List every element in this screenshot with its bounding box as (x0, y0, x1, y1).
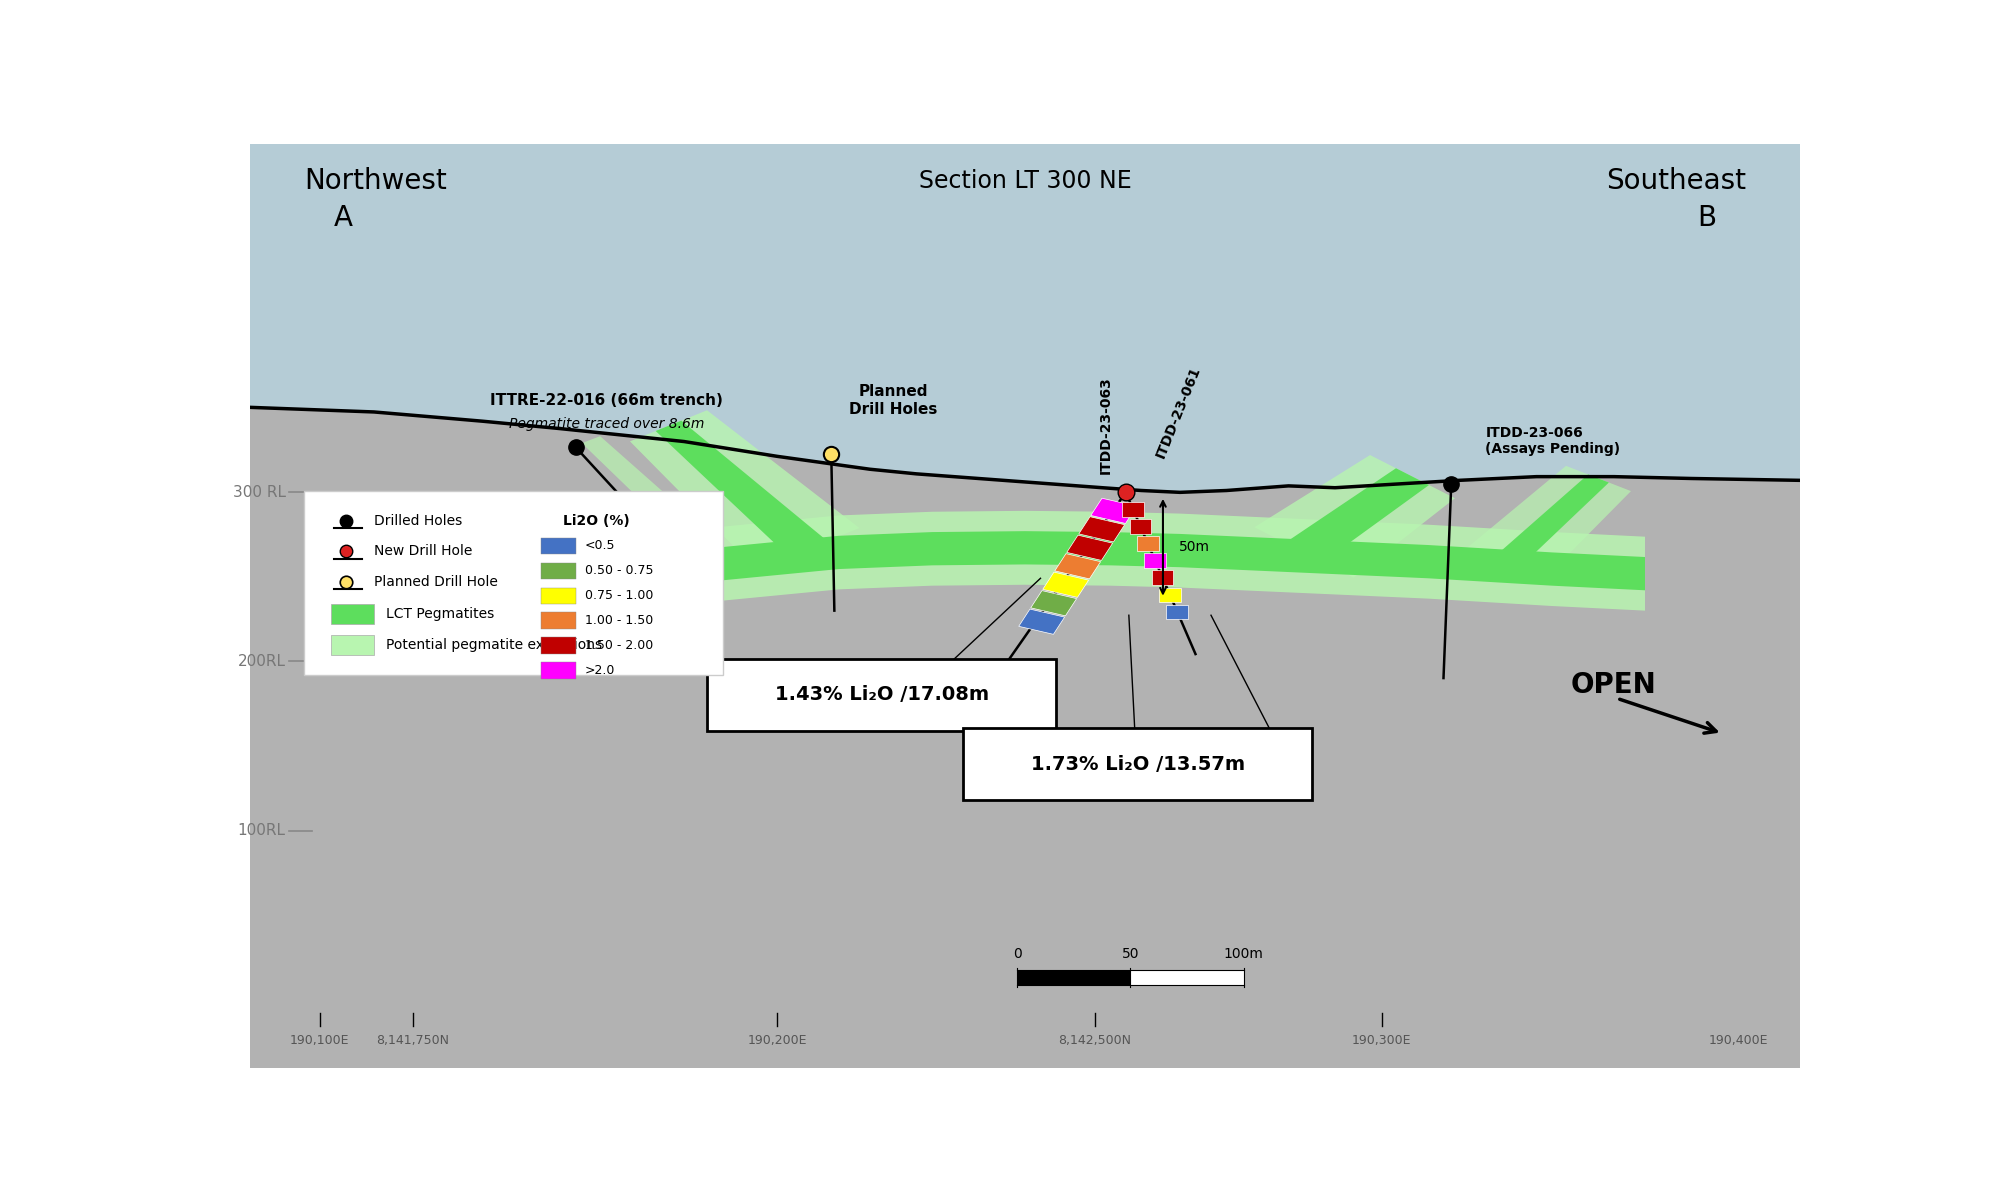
Text: 200RL: 200RL (238, 654, 286, 668)
Text: Northwest: Northwest (304, 167, 448, 194)
Text: Southeast: Southeast (1606, 167, 1746, 194)
Polygon shape (250, 144, 1800, 492)
FancyBboxPatch shape (304, 491, 722, 676)
Text: 190,300E: 190,300E (1352, 1033, 1412, 1046)
Polygon shape (1090, 498, 1136, 523)
Polygon shape (1254, 455, 1454, 577)
Bar (542, 662, 576, 679)
Text: 1.00 - 1.50: 1.00 - 1.50 (584, 614, 654, 628)
Text: 190,400E: 190,400E (1708, 1033, 1768, 1046)
Text: Pegmatite traced over 8.6m: Pegmatite traced over 8.6m (508, 418, 704, 431)
Polygon shape (582, 436, 728, 559)
Text: Drilled Holes: Drilled Holes (374, 514, 462, 528)
Polygon shape (592, 532, 1644, 595)
Bar (1152, 570, 1174, 586)
Text: 50m: 50m (1178, 540, 1210, 554)
Bar (1130, 520, 1152, 534)
Polygon shape (1466, 466, 1630, 578)
Polygon shape (630, 410, 860, 570)
Text: 0.50 - 0.75: 0.50 - 0.75 (584, 564, 654, 577)
Text: 190,200E: 190,200E (748, 1033, 806, 1046)
Bar (542, 563, 576, 580)
Bar (330, 604, 374, 624)
Text: B: B (1698, 204, 1716, 232)
Bar (330, 635, 374, 655)
Text: OPEN: OPEN (1572, 671, 1656, 698)
Bar (1160, 588, 1180, 602)
Text: 190,100E: 190,100E (290, 1033, 350, 1046)
Polygon shape (1030, 590, 1076, 616)
Text: 100m: 100m (1224, 947, 1264, 961)
Text: >2.0: >2.0 (584, 664, 616, 677)
Bar (1144, 553, 1166, 568)
Polygon shape (1492, 474, 1608, 569)
Text: 1.50 - 2.00: 1.50 - 2.00 (584, 640, 654, 653)
Text: 0: 0 (1012, 947, 1022, 961)
Bar (542, 637, 576, 654)
Text: A: A (334, 204, 352, 232)
Text: 50: 50 (1122, 947, 1140, 961)
Polygon shape (1042, 572, 1088, 598)
Polygon shape (250, 407, 1800, 1068)
Polygon shape (1066, 535, 1112, 560)
Bar (1136, 536, 1158, 551)
Text: 8,141,750N: 8,141,750N (376, 1033, 450, 1046)
Polygon shape (1018, 610, 1064, 635)
FancyBboxPatch shape (708, 659, 1056, 731)
Bar (542, 612, 576, 629)
Text: 100RL: 100RL (238, 823, 286, 838)
Bar (250, 144, 1800, 514)
Text: OPEN: OPEN (478, 629, 564, 656)
Text: Planned Drill Hole: Planned Drill Hole (374, 575, 498, 589)
Bar (542, 588, 576, 604)
Polygon shape (592, 511, 1644, 616)
Text: 1.43% Li₂O /17.08m: 1.43% Li₂O /17.08m (776, 685, 990, 704)
Polygon shape (1054, 553, 1100, 578)
Text: Li2O (%): Li2O (%) (564, 514, 630, 528)
Text: 300 RL: 300 RL (232, 485, 286, 500)
FancyBboxPatch shape (964, 728, 1312, 800)
Bar (1130, 970, 1244, 985)
Text: 8,142,500N: 8,142,500N (1058, 1033, 1132, 1046)
Text: ITDD-23-066
(Assays Pending): ITDD-23-066 (Assays Pending) (1486, 426, 1620, 456)
Polygon shape (1286, 468, 1430, 562)
Text: ITDD-23-061: ITDD-23-061 (1154, 364, 1204, 460)
Bar (542, 538, 576, 554)
Text: 0.75 - 1.00: 0.75 - 1.00 (584, 589, 654, 602)
Text: New Drill Hole: New Drill Hole (374, 545, 472, 558)
Bar (1166, 605, 1188, 619)
Text: ITDD-23-063: ITDD-23-063 (1098, 376, 1112, 474)
Text: <0.5: <0.5 (584, 540, 616, 552)
Text: Planned
Drill Holes: Planned Drill Holes (850, 384, 938, 416)
Text: Potential pegmatite extensions: Potential pegmatite extensions (386, 638, 602, 652)
Text: Section LT 300 NE: Section LT 300 NE (918, 169, 1132, 193)
Polygon shape (656, 421, 828, 557)
Bar (1122, 502, 1144, 517)
Text: 1.73% Li₂O /13.57m: 1.73% Li₂O /13.57m (1032, 755, 1246, 774)
Bar (1018, 970, 1244, 985)
Polygon shape (1078, 517, 1124, 542)
Text: LCT Pegmatites: LCT Pegmatites (386, 607, 494, 622)
Text: ITTRE-22-016 (66m trench): ITTRE-22-016 (66m trench) (490, 394, 722, 408)
